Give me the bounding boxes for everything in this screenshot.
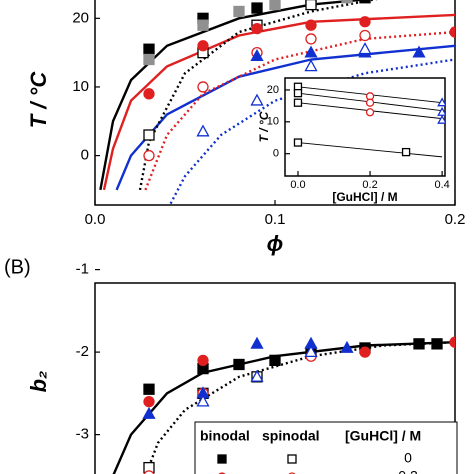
marker [437,114,445,124]
marker [365,98,375,107]
y-tick-label: 0 [81,147,89,164]
marker [412,45,426,58]
panel-label: (B) [4,256,31,278]
marker [304,59,318,72]
marker [250,48,264,61]
marker [365,108,375,117]
y-tick-label: -1 [76,261,89,278]
marker [305,33,317,45]
marker [197,40,209,52]
legend: binodal spinodal [GuHCl] / M 0 0.2 [194,421,458,474]
marker [449,336,455,348]
curve [169,58,455,205]
marker [143,43,155,55]
marker [142,406,156,419]
marker [250,369,264,382]
marker [197,81,209,93]
y-tick-label: 20 [267,84,279,96]
legend-header: spinodal [262,428,320,444]
marker [233,358,245,371]
legend-box [194,421,458,474]
y-axis-label: T / °C [257,111,271,142]
legend-label: 0 [404,450,412,466]
marker [304,45,318,58]
marker [449,26,455,38]
curve [144,30,455,191]
x-tick-label: 0.2 [445,211,466,228]
y-tick-label: 20 [72,9,89,26]
marker [269,354,281,367]
plot-area [112,336,455,474]
x-tick-label: 0.2 [362,179,377,191]
curve [297,142,443,158]
marker [287,454,297,464]
marker [305,19,317,31]
marker [196,394,210,407]
marker [293,98,303,107]
curve [138,0,378,191]
legend-header: binodal [200,428,250,444]
panel: -1 -2 -3 b₂ (B) binodal spinodal [GuHCl] / M 0 0.… [4,256,458,474]
plot-frame [284,77,446,177]
marker [250,336,264,349]
marker [143,383,155,395]
marker [143,53,155,66]
marker [250,93,264,106]
marker [269,0,281,11]
curve [115,44,455,191]
marker [359,346,371,358]
marker [293,88,303,98]
marker [431,338,443,350]
x-tick-label: 0.0 [85,211,106,228]
marker [413,338,425,350]
marker [304,345,318,358]
marker [341,0,353,4]
plot-area [99,0,455,205]
marker [143,395,155,408]
marker [197,354,209,367]
marker [233,5,245,18]
x-tick-label: 0.1 [265,211,286,228]
marker [359,0,371,4]
marker [143,470,155,474]
marker [251,22,263,35]
marker [196,124,210,137]
marker [340,340,354,353]
marker [305,0,317,11]
y-axis-label: b₂ [26,371,51,393]
y-tick-label: 10 [267,116,279,128]
marker [217,454,227,464]
y-tick-label: 10 [72,78,89,95]
x-tick-label: 0.4 [434,179,449,191]
marker [359,29,371,42]
y-axis-label: T / °C [26,71,51,129]
marker [358,42,372,55]
marker [437,97,445,107]
marker [401,147,411,157]
y-tick-label: 0 [273,148,279,160]
x-tick-label: 0.0 [290,179,305,191]
y-tick-label: -3 [76,426,89,443]
inset: 0 10 20 0.0 0.2 0.4 [GuHCl] / M T / °C [257,77,450,204]
x-axis-label: ϕ [267,231,284,256]
y-tick-label: -2 [76,343,89,360]
marker [197,19,209,31]
marker [143,149,155,162]
plot-area [293,82,445,158]
legend-label: 0.2 [398,468,418,474]
legend-header: [GuHCl] / M [345,428,421,444]
marker [251,2,263,14]
marker [359,16,371,28]
marker [143,88,155,100]
curve [144,341,455,474]
marker [143,129,155,141]
x-axis-label: [GuHCl] / M [332,190,397,204]
marker [293,138,303,147]
